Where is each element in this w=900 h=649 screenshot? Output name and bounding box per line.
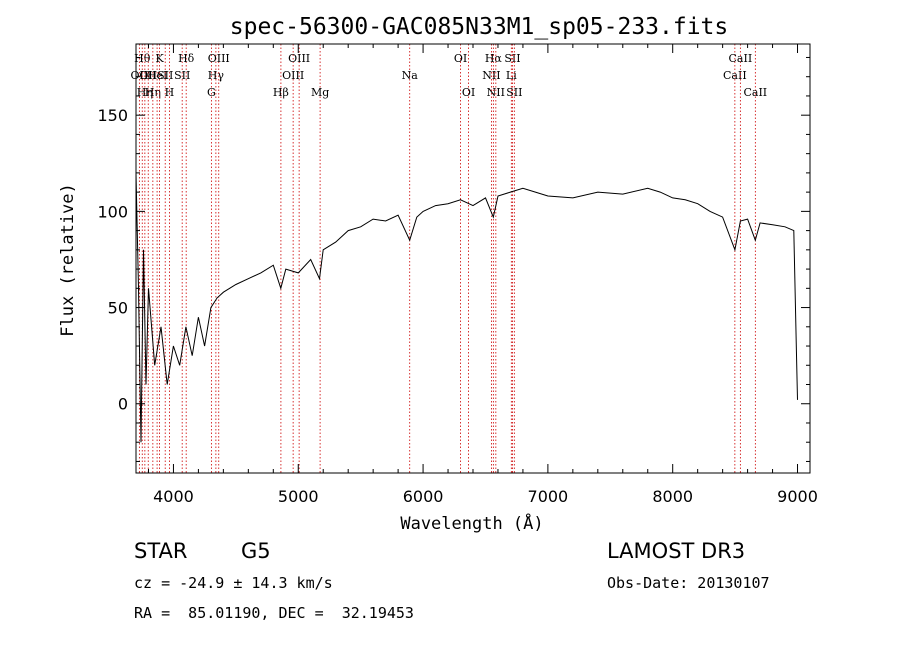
line-marker-label: Hα [485, 52, 503, 65]
survey-label: LAMOST DR3 [607, 539, 746, 563]
x-tick-label: 9000 [777, 487, 818, 506]
x-tick-label: 8000 [652, 487, 693, 506]
line-marker-label: OIII [282, 69, 304, 82]
line-marker-label: CaII [723, 69, 747, 82]
line-marker-layer: OIIHθHηOIIHηHeIKSIIHSIIHδGHγOIIIHβOIIIOI… [131, 44, 767, 473]
x-tick-label: 6000 [403, 487, 444, 506]
line-marker-label: HeI [147, 69, 167, 82]
line-marker-label: SII [157, 69, 173, 82]
plot-frame [135, 43, 811, 474]
redshift-text: cz = -24.9 ± 14.3 km/s [134, 574, 333, 592]
line-marker-label: Li [506, 69, 517, 82]
line-marker-label: OI [462, 86, 475, 99]
line-marker-label: SII [506, 86, 522, 99]
line-marker-label: NII [487, 86, 505, 99]
line-marker-label: H [165, 86, 175, 99]
line-marker-label: Hη [145, 86, 161, 99]
line-marker-label: Hδ [178, 52, 195, 65]
line-marker-label: OI [454, 52, 467, 65]
line-marker-label: K [155, 52, 164, 65]
line-marker-label: Hη [137, 86, 153, 99]
chart-title: spec-56300-GAC085N33M1_sp05-233.fits [230, 14, 729, 40]
obs-date-text: Obs-Date: 20130107 [607, 574, 770, 592]
coordinates-text: RA = 85.01190, DEC = 32.19453 [134, 604, 414, 622]
y-tick-label: 100 [97, 202, 128, 221]
line-marker-label: OIII [288, 52, 310, 65]
x-tick-label: 7000 [528, 487, 569, 506]
object-class: STAR [134, 539, 188, 563]
line-marker-label: Mg [311, 86, 329, 99]
line-marker-label: G [207, 86, 216, 99]
line-marker-label: SII [504, 52, 520, 65]
line-marker-label: OII [131, 69, 149, 82]
object-subclass: G5 [241, 539, 271, 563]
line-marker-label: CaII [729, 52, 753, 65]
spectrum-line [135, 172, 798, 443]
line-marker-label: SII [174, 69, 190, 82]
line-marker-label: NII [482, 69, 500, 82]
line-marker-label: CaII [743, 86, 767, 99]
x-axis-label: Wavelength (Å) [400, 512, 543, 534]
line-marker-label: Na [402, 69, 419, 82]
y-tick-label: 150 [97, 106, 128, 125]
axis-ticks: 4000 5000 6000 7000 8000 9000 0 50 100 150 [97, 44, 818, 506]
y-axis-label: Flux (relative) [58, 183, 78, 337]
x-tick-label: 5000 [278, 487, 319, 506]
line-marker-label: Hβ [273, 86, 289, 99]
x-tick-label: 4000 [153, 487, 194, 506]
y-tick-label: 0 [118, 395, 128, 414]
line-marker-label: Hγ [208, 69, 225, 82]
series-layer [135, 172, 798, 443]
line-marker-label: Hθ [134, 52, 151, 65]
y-tick-label: 50 [108, 299, 128, 318]
line-marker-label: OIII [208, 52, 230, 65]
